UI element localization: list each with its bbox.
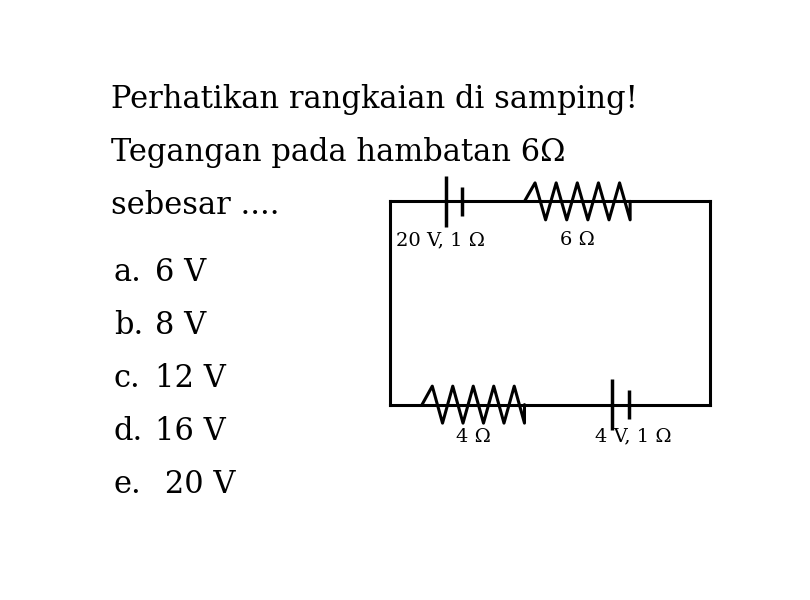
- Text: 20 V: 20 V: [155, 469, 235, 500]
- Text: Perhatikan rangkaian di samping!: Perhatikan rangkaian di samping!: [111, 83, 637, 115]
- Text: b.: b.: [113, 310, 143, 341]
- Text: 16 V: 16 V: [155, 416, 225, 447]
- Text: a.: a.: [113, 257, 142, 288]
- Text: 20 V, 1 Ω: 20 V, 1 Ω: [396, 232, 485, 250]
- Text: 6 Ω: 6 Ω: [560, 232, 595, 250]
- Text: 8 V: 8 V: [155, 310, 206, 341]
- Text: sebesar ....: sebesar ....: [111, 190, 279, 221]
- Text: 4 V, 1 Ω: 4 V, 1 Ω: [595, 428, 671, 446]
- Text: Tegangan pada hambatan 6Ω: Tegangan pada hambatan 6Ω: [111, 137, 565, 167]
- Text: 6 V: 6 V: [155, 257, 206, 288]
- Text: c.: c.: [113, 363, 141, 394]
- Text: 4 Ω: 4 Ω: [456, 428, 491, 446]
- Text: 12 V: 12 V: [155, 363, 225, 394]
- Text: e.: e.: [113, 469, 142, 500]
- Text: d.: d.: [113, 416, 143, 447]
